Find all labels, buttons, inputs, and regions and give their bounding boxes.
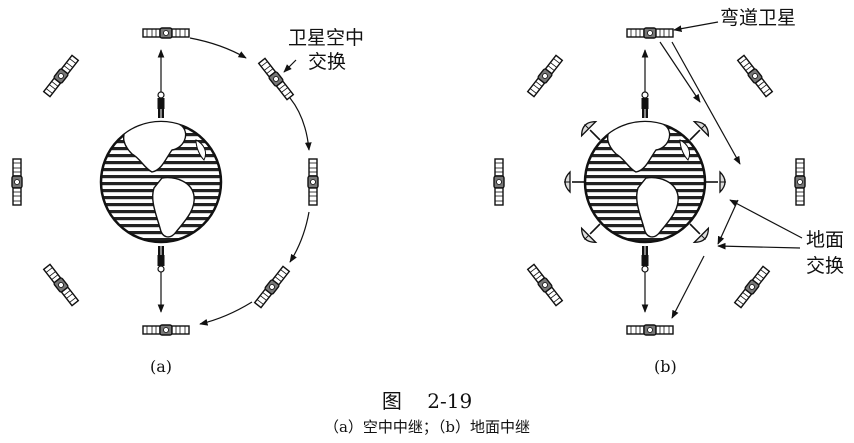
satellite-icon <box>253 265 291 309</box>
satellite-icon <box>526 54 564 98</box>
ground-station-dish-icon <box>703 171 727 193</box>
satellite-icon <box>42 54 80 98</box>
sublabel-b: (b) <box>654 357 677 376</box>
earth-globe-icon <box>99 120 223 244</box>
satellite-icon <box>307 158 319 206</box>
satellite-icon <box>11 158 23 206</box>
sublabel-a: (a) <box>150 357 172 376</box>
figure-subtitle: （a）空中中继；（b）地面中继 <box>324 418 530 436</box>
person-icon <box>640 245 650 273</box>
satellite-icon <box>257 57 295 101</box>
satellite-icon <box>626 324 674 336</box>
satellite-icon <box>526 263 564 307</box>
satellite-icon <box>794 158 806 206</box>
satellite-icon <box>493 158 505 206</box>
annotation-air-exchange-line2: 交换 <box>308 51 346 73</box>
figure-title: 图 2-19 <box>382 389 472 413</box>
annotation-ground-exchange-line1: 地面 <box>806 229 844 251</box>
diagram-a: 卫星空中 交换 (a) <box>11 27 364 376</box>
satellite-icon <box>142 324 190 336</box>
satellite-icon <box>626 27 674 39</box>
satellite-icon <box>736 54 774 98</box>
satellite-icon <box>142 27 190 39</box>
satellite-icon <box>42 263 80 307</box>
satellite-icon <box>733 265 771 309</box>
annotation-ground-exchange-line2: 交换 <box>806 255 844 277</box>
person-icon <box>640 91 650 119</box>
diagram-b: 弯道卫星 地面 交换 (b) <box>493 7 844 376</box>
person-icon <box>156 91 166 119</box>
ground-station-dish-icon <box>563 171 587 193</box>
annotation-air-exchange-line1: 卫星空中 <box>288 27 364 49</box>
earth-globe-icon <box>583 120 707 244</box>
annotation-bent-pipe-satellite: 弯道卫星 <box>720 7 796 29</box>
person-icon <box>156 245 166 273</box>
